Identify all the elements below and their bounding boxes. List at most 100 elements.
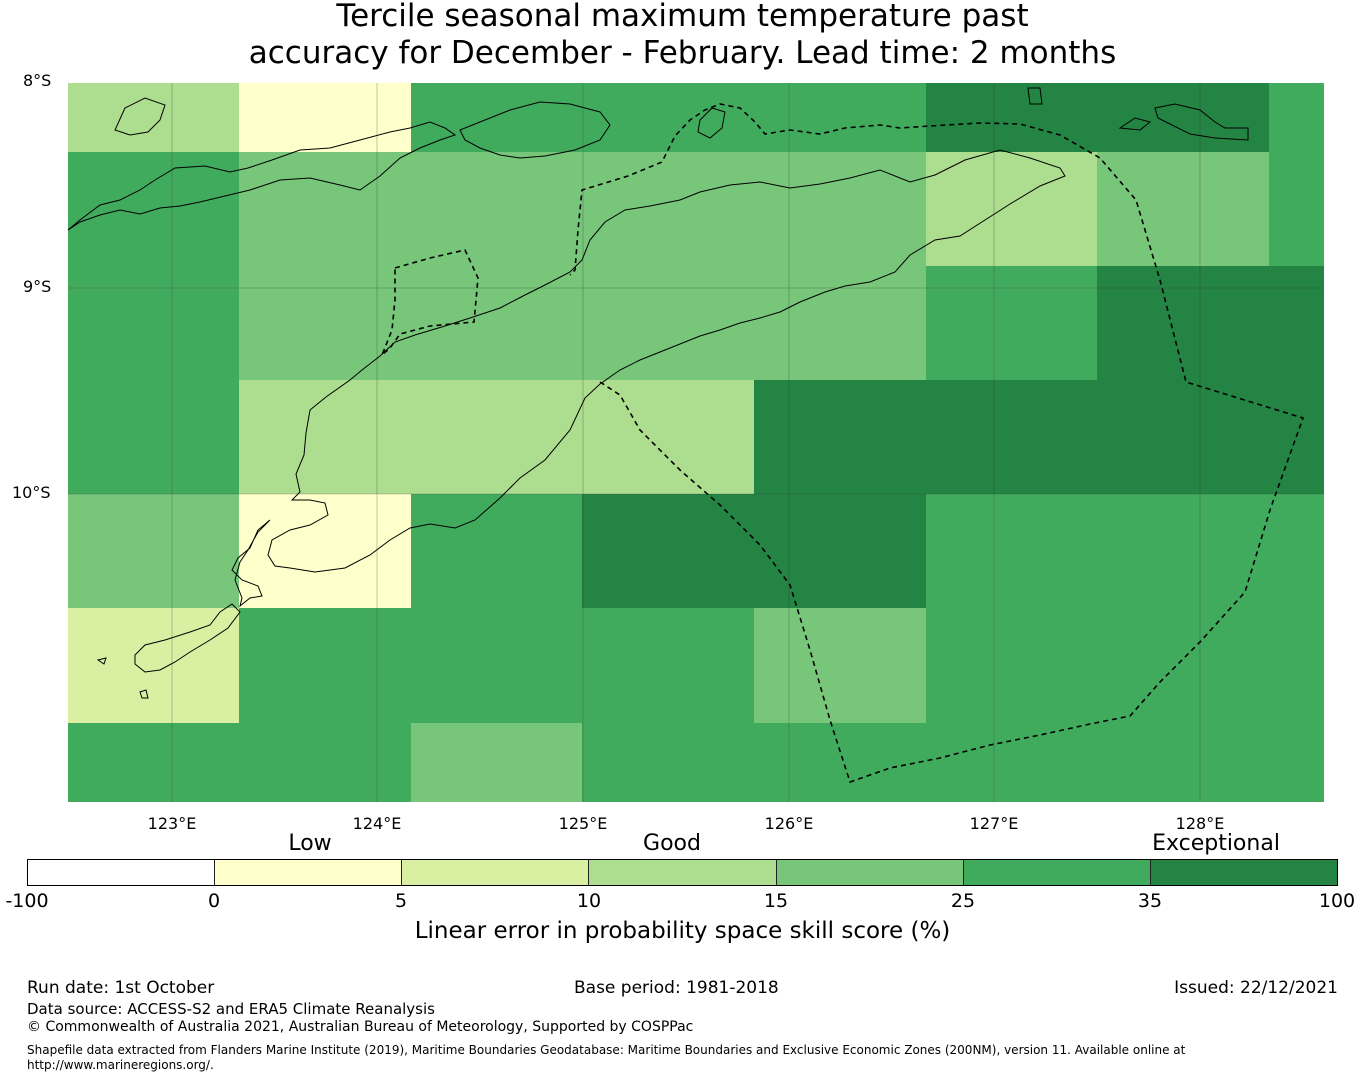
skill-cell — [1097, 608, 1269, 723]
leti-coastline — [1118, 117, 1152, 131]
chart-title-line2: accuracy for December - February. Lead t… — [248, 35, 1117, 71]
skill-cell — [1269, 608, 1324, 723]
skill-cell — [68, 152, 239, 266]
skill-cell — [754, 266, 926, 380]
skill-cell — [239, 380, 411, 494]
eez-boundaries — [381, 103, 1305, 784]
kisar-coastline — [1027, 87, 1043, 105]
skill-cell — [411, 608, 582, 723]
tick-label: 5 — [394, 890, 408, 912]
lat-label-10s: 10°S — [12, 483, 51, 502]
shapefile-credit-line1: Shapefile data extracted from Flanders M… — [27, 1043, 1186, 1057]
lon-label-126e: 126°E — [764, 814, 814, 833]
colorbar-segment — [402, 860, 590, 885]
skill-cell — [411, 494, 582, 608]
skill-cell — [754, 494, 926, 608]
skill-cell — [411, 380, 582, 494]
lon-label-128e: 128°E — [1175, 814, 1225, 833]
rote-coastline — [231, 519, 271, 608]
skill-cell — [68, 380, 239, 494]
skill-cell — [1097, 152, 1269, 266]
skill-cell — [926, 608, 1097, 723]
skill-cell — [582, 380, 754, 494]
data-source: Data source: ACCESS-S2 and ERA5 Climate … — [27, 1000, 435, 1018]
skill-cell — [239, 83, 411, 152]
colorbar-segment — [28, 860, 216, 885]
skill-cell — [1269, 494, 1324, 608]
skill-cell — [411, 723, 582, 802]
skill-cell — [68, 608, 239, 723]
lon-label-123e: 123°E — [147, 814, 197, 833]
skill-cell — [411, 152, 582, 266]
skill-cell — [754, 83, 926, 152]
flores-coastline — [114, 97, 166, 136]
lon-label-125e: 125°E — [558, 814, 608, 833]
skill-cell — [1097, 494, 1269, 608]
category-low: Low — [288, 831, 332, 856]
skill-cell — [754, 723, 926, 802]
base-period: Base period: 1981-2018 — [574, 978, 779, 998]
skill-cell — [1269, 83, 1324, 152]
dana-coastline — [139, 689, 149, 699]
alor-coastline — [67, 121, 457, 231]
skill-cell — [1269, 152, 1324, 266]
skill-cell — [68, 494, 239, 608]
skill-cell — [582, 494, 754, 608]
skill-cell — [68, 83, 239, 152]
pantar-coastline — [459, 101, 611, 159]
colorbar-segment — [776, 860, 964, 885]
colorbar-segment — [963, 860, 1151, 885]
skill-cell — [926, 723, 1097, 802]
skill-cell — [754, 152, 926, 266]
tick-label: 100 — [1318, 890, 1356, 912]
lon-label-127e: 127°E — [969, 814, 1019, 833]
skill-cell — [754, 608, 926, 723]
skill-cell — [1097, 380, 1269, 494]
skill-cell — [582, 266, 754, 380]
lat-label-9s: 9°S — [23, 277, 52, 296]
skill-cell — [926, 152, 1097, 266]
shapefile-credit-line2: http://www.marineregions.org/. — [27, 1058, 214, 1072]
issued-date: Issued: 22/12/2021 — [1174, 978, 1338, 998]
skill-cell — [1097, 266, 1269, 380]
skill-cell — [68, 723, 239, 802]
sawu-coastline — [134, 603, 241, 673]
colorbar-segment — [215, 860, 403, 885]
skill-cell — [239, 494, 411, 608]
skill-cell — [1269, 266, 1324, 380]
chart-title-line1: Tercile seasonal maximum temperature pas… — [336, 0, 1029, 34]
skill-map — [67, 83, 1324, 802]
skill-cell — [239, 152, 411, 266]
run-date: Run date: 1st October — [27, 978, 215, 998]
tick-label: 15 — [763, 890, 789, 912]
timor-coastline — [267, 149, 1066, 573]
tick-label: -100 — [5, 890, 49, 912]
tick-label: 10 — [576, 890, 602, 912]
skill-cell — [926, 266, 1097, 380]
skill-cell — [582, 608, 754, 723]
skill-cell — [239, 608, 411, 723]
skill-cell — [582, 723, 754, 802]
copyright: © Commonwealth of Australia 2021, Austra… — [27, 1019, 694, 1035]
moa-coastline — [1154, 103, 1249, 141]
skill-cell — [582, 83, 754, 152]
skill-cell — [68, 266, 239, 380]
skill-cell — [1269, 380, 1324, 494]
skill-cell — [239, 723, 411, 802]
timor-leste-eez-east — [569, 103, 1305, 784]
skill-cell — [1269, 723, 1324, 802]
coastlines — [67, 87, 1249, 699]
lat-label-8s: 8°S — [23, 71, 52, 90]
skill-cell — [239, 266, 411, 380]
tick-label: 25 — [950, 890, 976, 912]
skill-cell — [582, 152, 754, 266]
colorbar-label: Linear error in probability space skill … — [414, 918, 951, 944]
raijua-coastline — [96, 657, 107, 665]
tick-label: 35 — [1137, 890, 1163, 912]
skill-cell — [411, 266, 582, 380]
category-exceptional: Exceptional — [1152, 831, 1280, 856]
skill-cell — [754, 380, 926, 494]
skill-cell — [926, 494, 1097, 608]
category-good: Good — [643, 831, 701, 856]
graticule — [68, 83, 1324, 802]
